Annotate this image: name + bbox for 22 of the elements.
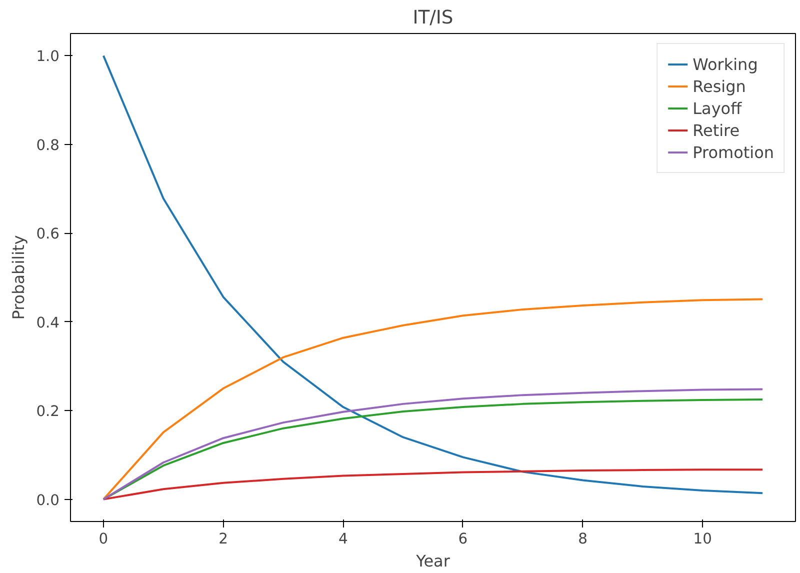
- y-tick-label: 1.0: [36, 48, 60, 66]
- legend-label: Layoff: [692, 98, 742, 118]
- x-tick-label: 2: [218, 530, 228, 548]
- x-tick-label: 6: [458, 530, 468, 548]
- x-tick-label: 8: [578, 530, 588, 548]
- line-series: [102, 298, 764, 500]
- y-tick-label: 0.2: [36, 403, 60, 420]
- y-tick-label: 0.0: [36, 492, 60, 509]
- y-tick-label: 0.4: [36, 314, 60, 332]
- y-tick-label: 0.6: [36, 226, 60, 243]
- line-series: [102, 468, 764, 500]
- x-tick-label: 10: [693, 530, 712, 548]
- y-tick-label: 0.8: [36, 136, 60, 154]
- legend-label: Resign: [692, 76, 746, 96]
- x-tick-label: 4: [338, 530, 348, 548]
- legend-label: Retire: [692, 120, 740, 140]
- legend-label: Promotion: [692, 142, 774, 162]
- legend-label: Working: [692, 54, 758, 74]
- chart-title: IT/IS: [412, 8, 454, 28]
- x-axis-title: Year: [415, 552, 450, 570]
- x-tick-label: 0: [98, 530, 108, 548]
- y-axis-title: Probability: [9, 235, 28, 320]
